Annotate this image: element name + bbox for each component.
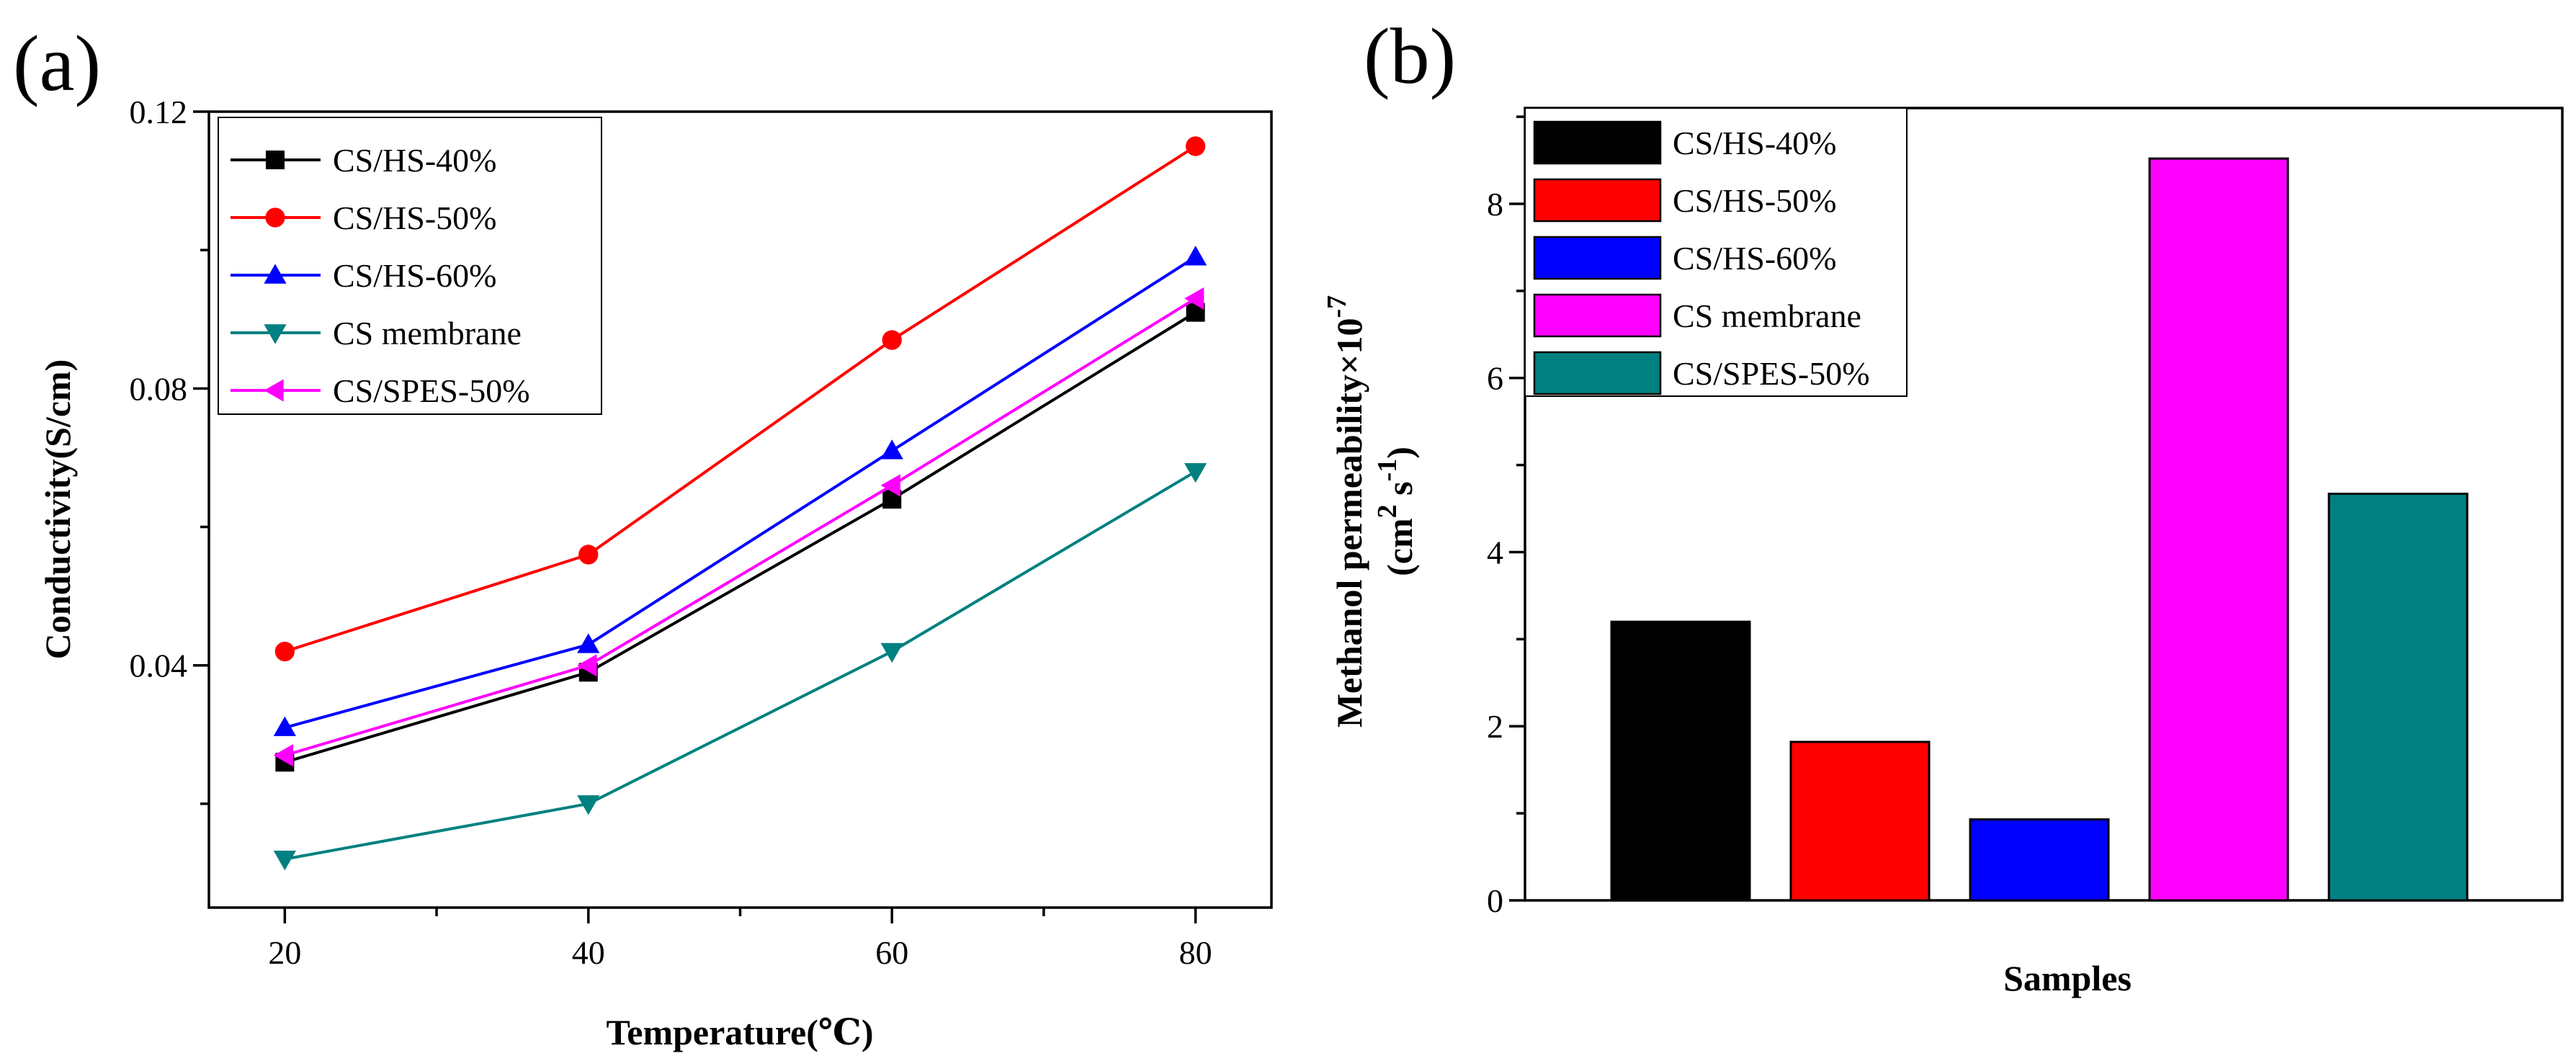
panel-a-x-tick-label: 80 (1179, 934, 1212, 971)
data-point (273, 851, 296, 871)
legend-label: CS/SPES-50% (333, 372, 530, 409)
legend-marker (264, 379, 284, 402)
data-point (577, 633, 600, 653)
legend-label: CS membrane (333, 315, 522, 352)
panel-b-x-axis-title: Samples (2003, 958, 2132, 998)
legend-item-CS/HS-50%: CS/HS-50% (1533, 178, 1836, 223)
series-line (284, 256, 1197, 730)
legend-swatch (1533, 178, 1662, 223)
panel-b-y-tick-label: 6 (1487, 360, 1503, 397)
bar-CS/HS-40% (1610, 620, 1751, 902)
data-point (1184, 246, 1207, 266)
data-point (274, 641, 295, 662)
legend-item-CS/SPES-50%: CS/SPES-50% (231, 372, 530, 409)
panel-b-y-tick-label: 4 (1487, 534, 1503, 570)
panel-b-label: (b) (1364, 12, 1456, 100)
panel-a-x-tick-label: 40 (572, 934, 605, 971)
series-line (284, 310, 1197, 764)
data-point (578, 545, 599, 565)
panel-a-ticks: 20 40 60 80 0.04 0.08 0.12 (130, 94, 1212, 971)
panel-a-y-tick-label: 0.08 (130, 370, 188, 407)
series-CS/SPES-50% (273, 287, 1204, 767)
legend-label: CS/HS-40% (333, 142, 496, 179)
legend-item-CS/HS-60%: CS/HS-60% (1533, 236, 1836, 280)
panel-b-legend: CS/HS-40% CS/HS-50% CS/HS-60% CS membrane CS… (1524, 107, 1908, 397)
panel-b-y-tick-label: 0 (1487, 882, 1503, 919)
panel-a-x-axis-title: Temperature(℃) (607, 1012, 874, 1052)
panel-a-line-chart: (a) 20 40 60 800.040.080.12 Temperature(℃) … (13, 19, 1273, 1052)
legend-label: CS/HS-50% (1673, 182, 1836, 219)
panel-a-legend: CS/HS-40% CS/HS-50% CS/HS-60% CS membrane CS… (218, 117, 602, 415)
legend-label: CS/HS-60% (333, 257, 496, 294)
panel-b-y-axis-title-line2: (cm2 s-1) (1372, 447, 1420, 576)
legend-item-CS/HS-50%: CS/HS-50% (231, 200, 496, 236)
legend-label: CS/HS-40% (1673, 125, 1836, 161)
data-point (880, 643, 903, 663)
data-point (1184, 287, 1204, 310)
data-point (1185, 136, 1206, 156)
legend-item-CS/HS-40%: CS/HS-40% (1533, 120, 1836, 165)
legend-marker (264, 264, 287, 284)
legend-swatch (1533, 236, 1662, 280)
panel-a-series (273, 136, 1207, 871)
panel-b-y-tick-label: 8 (1487, 186, 1503, 223)
series-line (284, 470, 1197, 861)
panel-b-bars (1610, 157, 2469, 902)
panel-a-y-tick-label: 0.12 (130, 94, 188, 130)
data-point (273, 716, 296, 736)
bar-CS/SPES-50% (2327, 492, 2469, 902)
data-point (882, 330, 902, 350)
legend-label: CS/HS-50% (333, 200, 496, 236)
panel-a-x-tick-label: 60 (875, 934, 908, 971)
legend-item-CS/SPES-50%: CS/SPES-50% (1533, 351, 1870, 395)
panel-a-y-tick-label: 0.04 (130, 648, 188, 684)
bar-CS/HS-50% (1789, 740, 1931, 902)
legend-marker (265, 207, 285, 228)
legend-label: CS membrane (1673, 297, 1861, 334)
data-point (880, 474, 900, 497)
legend-swatch (1533, 351, 1662, 395)
panel-a-y-axis-title: Conductivity(S/cm) (37, 359, 78, 660)
legend-marker (264, 324, 287, 344)
bar-CS/HS-60% (1969, 818, 2110, 902)
legend-swatch (1533, 293, 1662, 338)
data-point (273, 744, 294, 767)
legend-item-CS membrane: CS membrane (231, 315, 522, 352)
panel-b-bar-chart: (b) 0 2 4 6 8 Samples Methanol permeability×… (1322, 12, 2564, 998)
legend-label: CS/HS-60% (1673, 240, 1836, 277)
legend-item-CS/HS-40%: CS/HS-40% (231, 142, 496, 179)
panel-a-x-tick-label: 20 (268, 934, 301, 971)
data-point (577, 654, 597, 677)
data-point (1184, 462, 1207, 483)
legend-item-CS/HS-60%: CS/HS-60% (231, 257, 496, 294)
series-CS/HS-60% (273, 246, 1207, 736)
data-point (880, 439, 903, 460)
legend-label: CS/SPES-50% (1673, 355, 1870, 392)
legend-item-CS membrane: CS membrane (1533, 293, 1861, 338)
legend-swatch (1533, 120, 1662, 165)
panel-b-y-axis-title-line1: Methanol permeability×10-7 (1322, 295, 1369, 728)
data-point (577, 795, 600, 815)
legend-marker (266, 151, 285, 169)
series-line (284, 297, 1197, 757)
series-CS membrane (273, 462, 1207, 871)
panel-b-y-axis-title: Methanol permeability×10-7 (cm2 s-1) (1322, 295, 1420, 728)
panel-b-y-tick-label: 2 (1487, 708, 1503, 745)
panel-a-label: (a) (13, 19, 101, 107)
series-line (284, 145, 1197, 653)
panel-b-ticks: 0 2 4 6 8 (1487, 115, 1525, 919)
series-CS/HS-50% (274, 136, 1206, 662)
bar-CS membrane (2148, 157, 2289, 902)
